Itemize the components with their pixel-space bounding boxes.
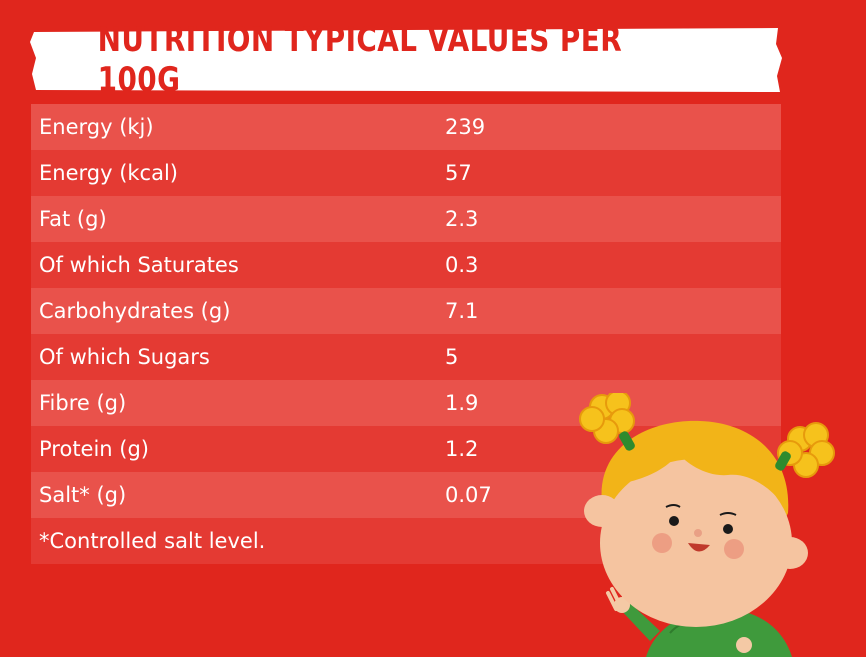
nutrient-value: 5 xyxy=(445,345,459,369)
banner-background xyxy=(30,28,782,92)
title-banner: NUTRITION TYPICAL VALUES PER 100G xyxy=(30,20,782,100)
nutrient-label: Protein (g) xyxy=(39,437,150,461)
nutrient-value: 239 xyxy=(445,115,486,139)
table-row: Energy (kj) 239 xyxy=(31,104,781,150)
nutrient-value: 0.3 xyxy=(445,253,479,277)
nutrient-label: Energy (kj) xyxy=(39,115,154,139)
nutrient-label: Fat (g) xyxy=(39,207,107,231)
girl-illustration xyxy=(579,393,835,657)
nutrient-label: Salt* (g) xyxy=(39,483,127,507)
nutrient-label: Carbohydrates (g) xyxy=(39,299,231,323)
nutrient-value: 57 xyxy=(445,161,472,185)
table-row: Of which Sugars 5 xyxy=(31,334,781,380)
page-title: NUTRITION TYPICAL VALUES PER 100G xyxy=(97,20,623,100)
table-row: Carbohydrates (g) 7.1 xyxy=(31,288,781,334)
nutrient-value: 1.2 xyxy=(445,437,479,461)
table-row: Fibre (g) 1.9 xyxy=(31,380,781,426)
nutrient-label: Of which Sugars xyxy=(39,345,210,369)
table-row: Of which Saturates 0.3 xyxy=(31,242,781,288)
nutrient-value: 1.9 xyxy=(445,391,479,415)
nutrient-value: 2.3 xyxy=(445,207,479,231)
nutrient-label: Energy (kcal) xyxy=(39,161,178,185)
table-row: Energy (kcal) 57 xyxy=(31,150,781,196)
nutrient-label: Of which Saturates xyxy=(39,253,239,277)
table-row: Fat (g) 2.3 xyxy=(31,196,781,242)
nutrient-value: 7.1 xyxy=(445,299,479,323)
nutrient-label: Fibre (g) xyxy=(39,391,127,415)
nutrient-value: 0.07 xyxy=(445,483,492,507)
footnote: *Controlled salt level. xyxy=(39,529,266,553)
